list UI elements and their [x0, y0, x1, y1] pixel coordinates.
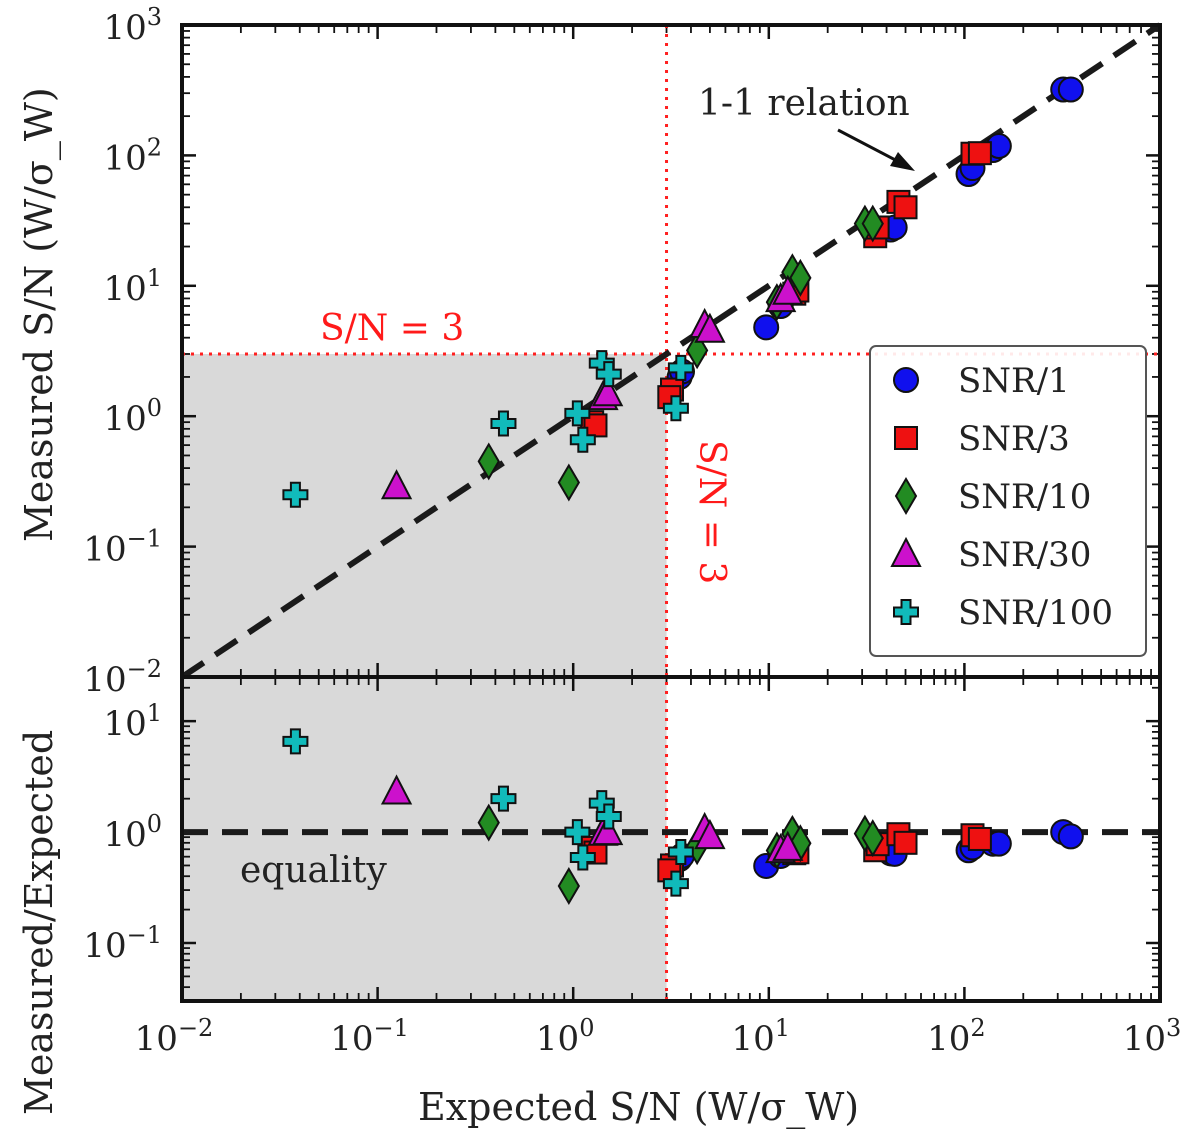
- x-tick-label: 10−1: [330, 1014, 409, 1059]
- point-bottom-snr-30: [772, 830, 804, 861]
- point-top-snr-100: [667, 354, 694, 381]
- point-top-snr-10: [861, 204, 884, 243]
- point-bottom-snr-10: [557, 867, 581, 905]
- legend-label-snr-10: SNR/10: [958, 477, 1091, 517]
- legend-marker-snr-1: [893, 367, 919, 393]
- point-top-snr-100: [490, 410, 517, 437]
- sn3-horizontal-label: S/N = 3: [320, 308, 464, 349]
- legend-box: [869, 345, 1147, 657]
- x-tick-label: 103: [1123, 1014, 1182, 1059]
- point-top-snr-100: [282, 481, 309, 508]
- point-top-snr-1: [1057, 76, 1084, 103]
- top-y-tick-label: 10−1: [83, 525, 162, 570]
- point-top-snr-100: [564, 400, 591, 427]
- bottom-y-tick-label: 100: [103, 810, 162, 855]
- equality-label: equality: [240, 850, 387, 891]
- point-bottom-snr-100: [595, 803, 622, 830]
- top-y-tick-label: 101: [103, 264, 162, 309]
- point-top-snr-30: [591, 376, 624, 407]
- point-bottom-snr-100: [282, 728, 309, 755]
- x-tick-label: 102: [927, 1014, 986, 1059]
- legend-label-snr-1: SNR/1: [958, 361, 1070, 401]
- legend-label-snr-3: SNR/3: [958, 419, 1070, 459]
- point-top-snr-100: [595, 361, 622, 388]
- legend-marker-snr-10: [894, 477, 918, 515]
- point-bottom-snr-30: [694, 818, 726, 850]
- point-top-snr-30: [694, 312, 726, 343]
- legend-label-snr-100: SNR/100: [958, 593, 1113, 633]
- top-y-tick-label: 10−2: [83, 655, 162, 700]
- bottom-y-tick-label: 10−1: [83, 921, 162, 966]
- point-top-snr-3: [893, 195, 918, 220]
- point-bottom-snr-100: [564, 819, 591, 846]
- x-axis-label: Expected S/N (W/σ_W): [418, 1085, 859, 1130]
- point-bottom-snr-10: [477, 803, 500, 842]
- point-bottom-snr-3: [967, 826, 992, 851]
- point-bottom-snr-1: [1057, 823, 1084, 850]
- point-top-snr-1: [753, 314, 780, 341]
- data-points: [282, 76, 1084, 905]
- point-bottom-snr-3: [893, 830, 918, 855]
- bottom-panel-frame: [180, 675, 1162, 1003]
- one-to-one-relation-label: 1-1 relation: [698, 83, 910, 124]
- relation-arrow: [837, 128, 915, 171]
- point-bottom-snr-100: [667, 838, 694, 865]
- top-y-tick-label: 103: [103, 3, 162, 48]
- point-bottom-snr-30: [380, 774, 413, 805]
- legend: SNR/1 SNR/3 SNR/10 SNR/30 SNR/100: [869, 345, 1147, 657]
- legend-marker-snr-100: [893, 599, 919, 625]
- top-y-tick-label: 102: [103, 133, 162, 178]
- point-top-snr-3: [967, 141, 992, 166]
- point-bottom-snr-10: [861, 819, 884, 858]
- top-y-axis-label: Measured S/N (W/σ_W): [17, 87, 62, 542]
- point-top-snr-10: [557, 463, 581, 502]
- legend-marker-snr-3: [894, 426, 918, 450]
- tick-labels: 10−2 10−1 100 101 102 103 10−2 10−1 100 101 102 103…: [83, 3, 1181, 1059]
- legend-marker-snr-30: [890, 536, 922, 567]
- x-tick-label: 100: [536, 1014, 595, 1059]
- point-bottom-snr-100: [662, 870, 689, 897]
- x-tick-label: 10−2: [135, 1014, 214, 1059]
- point-bottom-snr-100: [490, 785, 517, 812]
- bottom-y-axis-label: Measured/Expected: [17, 730, 61, 1115]
- point-top-snr-30: [772, 274, 804, 305]
- bottom-y-tick-label: 101: [103, 699, 162, 744]
- legend-label-snr-30: SNR/30: [958, 535, 1091, 575]
- point-top-snr-10: [477, 442, 500, 481]
- point-top-snr-10: [789, 258, 812, 297]
- point-bottom-snr-30: [591, 814, 624, 846]
- point-top-snr-100: [662, 395, 689, 422]
- point-bottom-snr-100: [569, 844, 596, 871]
- point-top-snr-100: [569, 426, 596, 453]
- sn3-vertical-label: S/N = 3: [691, 440, 732, 584]
- point-top-snr-30: [380, 469, 413, 500]
- top-y-tick-label: 100: [103, 394, 162, 439]
- x-tick-label: 101: [732, 1014, 791, 1059]
